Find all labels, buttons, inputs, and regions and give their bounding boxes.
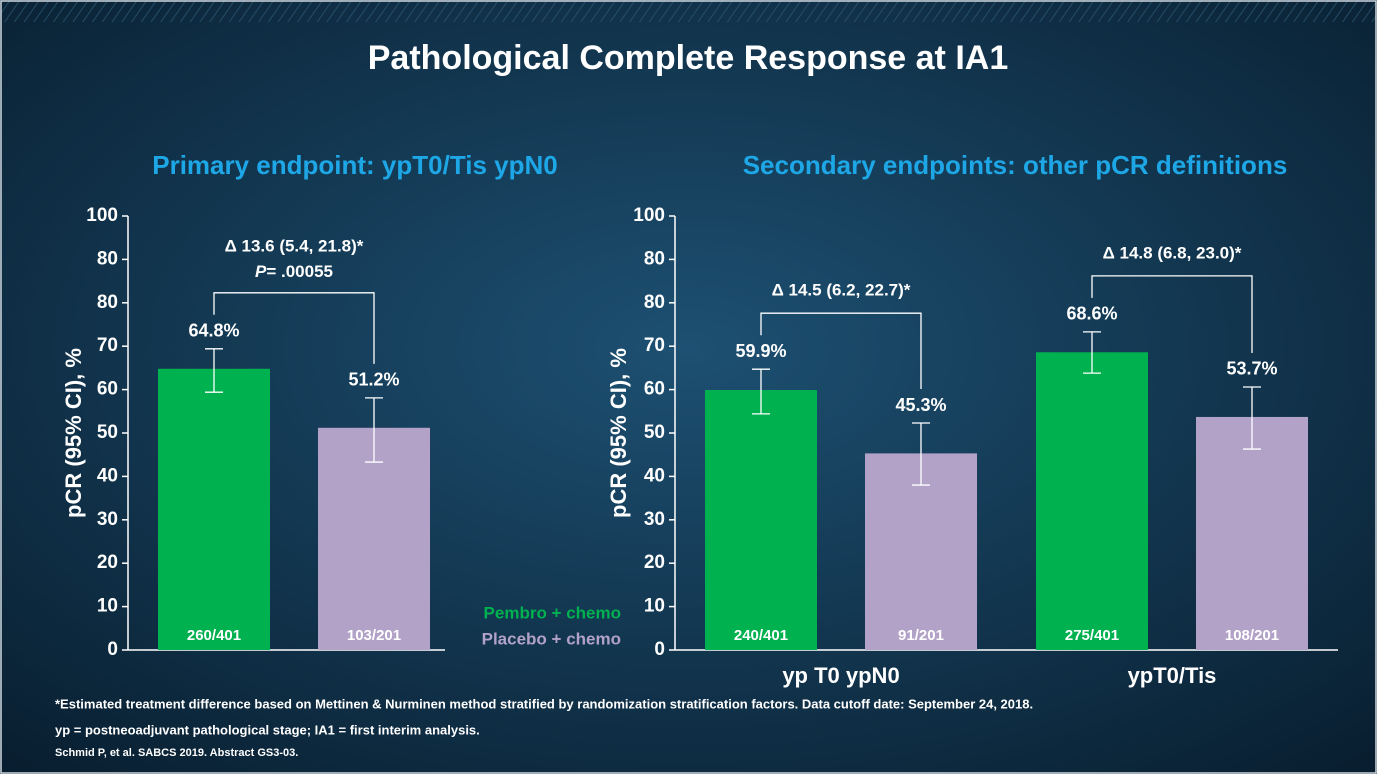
error-bar xyxy=(912,422,930,486)
legend-entry: Pembro + chemo xyxy=(484,603,621,622)
y-tick-label: 30 xyxy=(644,509,665,530)
footnote: *Estimated treatment difference based on… xyxy=(55,696,1033,711)
bar xyxy=(1196,416,1308,650)
y-tick-label: 20 xyxy=(97,552,118,573)
y-tick-label: 40 xyxy=(644,465,665,486)
y-tick-label: 20 xyxy=(644,552,665,573)
value-label: 51.2% xyxy=(348,370,399,390)
bracket xyxy=(213,292,375,364)
y-tick-label: 30 xyxy=(97,509,118,530)
annotation: Δ 13.6 (5.4, 21.8)* xyxy=(225,236,364,255)
slide-title: Pathological Complete Response at IA1 xyxy=(368,39,1008,77)
x-tick-label: ypT0/Tis xyxy=(1128,663,1217,688)
bar xyxy=(1036,352,1148,650)
n-label: 103/201 xyxy=(347,627,401,644)
error-bar xyxy=(205,348,223,393)
error-bar xyxy=(1083,331,1101,374)
y-tick-label: 100 xyxy=(86,205,118,226)
y-tick-label: 70 xyxy=(97,335,118,356)
y-tick-label: 60 xyxy=(97,379,118,400)
bracket xyxy=(1091,275,1253,353)
y-tick-label: 80 xyxy=(644,248,665,269)
annotation: Δ 14.8 (6.8, 23.0)* xyxy=(1103,243,1242,262)
error-bar xyxy=(1243,386,1261,450)
y-tick-label: 40 xyxy=(97,465,118,486)
annotation: Δ 14.5 (6.2, 22.7)* xyxy=(772,281,911,300)
y-tick-label: 70 xyxy=(644,335,665,356)
y-tick-label: 10 xyxy=(97,596,118,617)
error-bar xyxy=(752,368,770,415)
n-label: 108/201 xyxy=(1225,627,1279,644)
p-number: = .00055 xyxy=(266,262,333,281)
y-tick-label: 80 xyxy=(644,292,665,313)
value-label: 64.8% xyxy=(188,321,239,341)
stripe-band xyxy=(0,0,1377,22)
chart-subtitle: Secondary endpoints: other pCR definitio… xyxy=(743,150,1288,180)
value-label: 68.6% xyxy=(1066,304,1117,324)
bar xyxy=(865,453,977,650)
n-label: 240/401 xyxy=(734,627,788,644)
y-axis-label: pCR (95% CI), % xyxy=(606,348,631,518)
y-tick-label: 60 xyxy=(644,379,665,400)
n-label: 91/201 xyxy=(898,627,944,644)
bracket xyxy=(760,312,922,390)
bar xyxy=(158,368,270,650)
y-tick-label: 80 xyxy=(97,292,118,313)
y-tick-label: 80 xyxy=(97,248,118,269)
y-tick-label: 0 xyxy=(654,639,665,660)
y-tick-label: 50 xyxy=(644,422,665,443)
y-axis-label: pCR (95% CI), % xyxy=(61,348,86,518)
x-tick-label: yp T0 ypN0 xyxy=(782,663,899,688)
p-value: P= .00055 xyxy=(255,262,333,281)
chart-subtitle: Primary endpoint: ypT0/Tis ypN0 xyxy=(152,150,558,180)
value-label: 59.9% xyxy=(735,341,786,361)
n-label: 260/401 xyxy=(187,627,241,644)
legend-entry: Placebo + chemo xyxy=(482,629,621,648)
footnote: Schmid P, et al. SABCS 2019. Abstract GS… xyxy=(55,747,298,759)
bar xyxy=(318,427,430,650)
y-tick-label: 10 xyxy=(644,596,665,617)
value-label: 45.3% xyxy=(895,395,946,415)
value-label: 53.7% xyxy=(1226,359,1277,379)
n-label: 275/401 xyxy=(1065,627,1119,644)
error-bar xyxy=(365,397,383,463)
bar xyxy=(705,390,817,650)
footnote: yp = postneoadjuvant pathological stage;… xyxy=(55,722,480,737)
y-tick-label: 0 xyxy=(107,639,118,660)
y-tick-label: 100 xyxy=(633,205,665,226)
p-label: P xyxy=(255,262,267,281)
y-tick-label: 50 xyxy=(97,422,118,443)
